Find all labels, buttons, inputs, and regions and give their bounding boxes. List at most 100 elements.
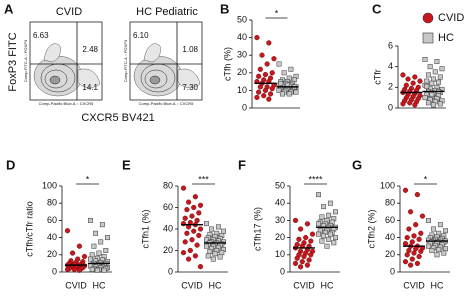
- data-point: [286, 91, 292, 97]
- y-tick-label: 0: [388, 102, 393, 112]
- x-tick-label: HC: [93, 280, 106, 290]
- y-tick-label: 80: [47, 198, 57, 208]
- data-point: [402, 187, 409, 193]
- y-tick-label: 80: [163, 180, 173, 190]
- data-point: [406, 226, 412, 232]
- data-point: [292, 260, 299, 267]
- data-point: [413, 222, 419, 228]
- data-point: [331, 240, 337, 246]
- data-point: [326, 236, 332, 242]
- data-point: [182, 239, 188, 245]
- data-point: [191, 228, 197, 234]
- y-tick-label: 80: [385, 198, 395, 208]
- data-point: [308, 238, 314, 244]
- y-axis-title: cTfh (%): [222, 47, 232, 81]
- data-point: [316, 192, 321, 198]
- panel-letter: E: [122, 157, 131, 172]
- data-point: [424, 78, 430, 84]
- data-point: [269, 86, 275, 92]
- data-point: [409, 256, 415, 262]
- data-point: [267, 91, 274, 97]
- data-point: [180, 185, 187, 191]
- data-point: [437, 101, 443, 107]
- y-tick-label: 60: [385, 215, 395, 225]
- data-point: [418, 248, 424, 254]
- data-point: [261, 93, 267, 99]
- data-point: [276, 87, 282, 93]
- data-point: [194, 217, 200, 224]
- data-point: [437, 222, 443, 228]
- significance-stars: ****: [308, 174, 323, 184]
- data-point: [400, 72, 406, 78]
- y-tick-label: 10: [275, 249, 285, 259]
- data-point: [429, 248, 435, 253]
- data-point: [184, 207, 190, 213]
- x-tick-label: HC: [209, 280, 222, 290]
- data-point: [426, 217, 431, 223]
- data-point: [99, 222, 105, 228]
- data-point: [192, 253, 199, 259]
- data-point: [187, 247, 193, 254]
- data-point: [404, 235, 410, 241]
- y-tick-label: 100: [42, 180, 57, 190]
- data-point: [321, 204, 327, 210]
- data-point: [298, 226, 304, 232]
- y-tick-label: 20: [237, 67, 247, 77]
- data-point: [88, 217, 93, 223]
- data-point: [76, 267, 83, 273]
- data-point: [184, 230, 190, 236]
- data-point: [316, 221, 321, 227]
- data-point: [254, 34, 260, 41]
- significance-stars: *: [424, 174, 428, 184]
- data-point: [296, 236, 302, 242]
- y-tick-label: 4: [388, 61, 393, 71]
- quadrant-percent: 14.1: [82, 83, 98, 92]
- data-point: [413, 246, 419, 252]
- x-tick-label: CVID: [181, 280, 203, 290]
- x-tick-label: HC: [321, 280, 334, 290]
- x-tick-label: CVID: [403, 280, 425, 290]
- data-point: [431, 76, 436, 82]
- data-point: [212, 251, 218, 257]
- data-point: [215, 224, 221, 230]
- data-point: [404, 252, 410, 258]
- y-tick-label: 0: [168, 266, 173, 276]
- data-point: [429, 92, 435, 98]
- data-point: [293, 89, 299, 95]
- data-point: [418, 230, 424, 236]
- data-point: [426, 243, 431, 249]
- data-point: [257, 66, 263, 72]
- data-point: [254, 94, 260, 101]
- data-point: [416, 236, 422, 242]
- data-point: [306, 257, 312, 263]
- data-point: [411, 250, 417, 256]
- data-point: [414, 192, 421, 198]
- panel-letter: D: [6, 157, 15, 172]
- data-point: [427, 64, 433, 70]
- data-point: [189, 213, 195, 219]
- x-tick-label: CVID: [293, 280, 315, 290]
- data-point: [288, 66, 294, 72]
- y-tick-label: 60: [163, 202, 173, 212]
- data-point: [294, 255, 300, 261]
- data-point: [182, 215, 188, 221]
- data-point: [88, 256, 93, 262]
- data-point: [64, 228, 71, 234]
- density-contour: [144, 69, 168, 89]
- legend-marker: [422, 32, 434, 44]
- data-point: [406, 247, 412, 254]
- data-point: [205, 253, 211, 259]
- data-point: [319, 214, 325, 220]
- data-point: [327, 231, 333, 237]
- data-point: [443, 228, 448, 234]
- data-point: [257, 84, 263, 90]
- data-point: [98, 239, 104, 245]
- y-tick-label: 2: [388, 82, 393, 92]
- data-point: [191, 204, 197, 211]
- data-point: [91, 243, 97, 249]
- y-tick-label: 0: [280, 266, 285, 276]
- y-tick-label: 40: [237, 32, 247, 42]
- density-contour: [44, 69, 68, 89]
- data-point: [210, 256, 216, 262]
